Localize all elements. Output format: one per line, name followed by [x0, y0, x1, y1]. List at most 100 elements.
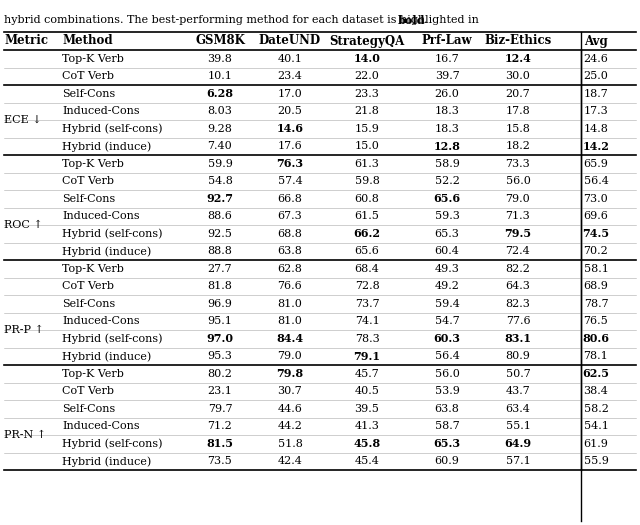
Text: 61.5: 61.5	[355, 211, 380, 221]
Text: 18.2: 18.2	[506, 141, 531, 151]
Text: 69.6: 69.6	[584, 211, 609, 221]
Text: CoT Verb: CoT Verb	[62, 386, 114, 396]
Text: CoT Verb: CoT Verb	[62, 281, 114, 291]
Text: 39.8: 39.8	[207, 54, 232, 64]
Text: 95.1: 95.1	[207, 316, 232, 326]
Text: 88.8: 88.8	[207, 246, 232, 256]
Text: 14.8: 14.8	[584, 124, 609, 134]
Text: 60.3: 60.3	[433, 333, 461, 344]
Text: 43.7: 43.7	[506, 386, 531, 396]
Text: 23.3: 23.3	[355, 89, 380, 99]
Text: 17.0: 17.0	[278, 89, 302, 99]
Text: 22.0: 22.0	[355, 71, 380, 81]
Text: Hybrid (self-cons): Hybrid (self-cons)	[62, 438, 163, 449]
Text: 18.7: 18.7	[584, 89, 609, 99]
Text: 17.6: 17.6	[278, 141, 302, 151]
Text: 52.2: 52.2	[435, 176, 460, 186]
Text: 54.1: 54.1	[584, 421, 609, 431]
Text: 40.1: 40.1	[278, 54, 303, 64]
Text: 61.9: 61.9	[584, 439, 609, 449]
Text: 73.3: 73.3	[506, 159, 531, 169]
Text: 57.1: 57.1	[506, 456, 531, 466]
Text: Top-K Verb: Top-K Verb	[62, 264, 124, 274]
Text: 92.5: 92.5	[207, 229, 232, 239]
Text: 18.3: 18.3	[435, 106, 460, 116]
Text: PR-P ↑: PR-P ↑	[4, 325, 44, 335]
Text: 15.0: 15.0	[355, 141, 380, 151]
Text: 55.9: 55.9	[584, 456, 609, 466]
Text: 68.8: 68.8	[278, 229, 303, 239]
Text: Method: Method	[62, 35, 113, 47]
Text: 76.5: 76.5	[584, 316, 609, 326]
Text: Self-Cons: Self-Cons	[62, 89, 115, 99]
Text: 21.8: 21.8	[355, 106, 380, 116]
Text: 6.28: 6.28	[207, 88, 234, 99]
Text: 73.7: 73.7	[355, 299, 380, 309]
Text: 7.40: 7.40	[207, 141, 232, 151]
Text: 81.5: 81.5	[207, 438, 234, 449]
Text: 27.7: 27.7	[208, 264, 232, 274]
Text: 54.8: 54.8	[207, 176, 232, 186]
Text: Induced-Cons: Induced-Cons	[62, 316, 140, 326]
Text: 65.3: 65.3	[435, 229, 460, 239]
Text: 63.8: 63.8	[435, 404, 460, 414]
Text: Induced-Cons: Induced-Cons	[62, 211, 140, 221]
Text: 14.2: 14.2	[582, 141, 609, 152]
Text: 24.6: 24.6	[584, 54, 609, 64]
Text: 80.2: 80.2	[207, 369, 232, 379]
Text: ECE ↓: ECE ↓	[4, 115, 42, 125]
Text: 78.3: 78.3	[355, 334, 380, 344]
Text: 49.2: 49.2	[435, 281, 460, 291]
Text: 18.3: 18.3	[435, 124, 460, 134]
Text: 66.8: 66.8	[278, 194, 303, 204]
Text: 61.3: 61.3	[355, 159, 380, 169]
Text: 71.3: 71.3	[506, 211, 531, 221]
Text: 72.8: 72.8	[355, 281, 380, 291]
Text: Hybrid (induce): Hybrid (induce)	[62, 141, 151, 152]
Text: Hybrid (induce): Hybrid (induce)	[62, 456, 151, 467]
Text: 14.6: 14.6	[276, 123, 303, 134]
Text: 59.3: 59.3	[435, 211, 460, 221]
Text: 59.9: 59.9	[207, 159, 232, 169]
Text: 81.8: 81.8	[207, 281, 232, 291]
Text: 81.0: 81.0	[278, 316, 303, 326]
Text: 63.4: 63.4	[506, 404, 531, 414]
Text: 58.9: 58.9	[435, 159, 460, 169]
Text: 83.1: 83.1	[504, 333, 531, 344]
Text: 57.4: 57.4	[278, 176, 302, 186]
Text: 50.7: 50.7	[506, 369, 531, 379]
Text: Hybrid (self-cons): Hybrid (self-cons)	[62, 228, 163, 239]
Text: 65.6: 65.6	[433, 193, 461, 204]
Text: 68.4: 68.4	[355, 264, 380, 274]
Text: 20.5: 20.5	[278, 106, 303, 116]
Text: 60.8: 60.8	[355, 194, 380, 204]
Text: 23.4: 23.4	[278, 71, 303, 81]
Text: bold: bold	[398, 15, 426, 26]
Text: 79.0: 79.0	[506, 194, 531, 204]
Text: 79.8: 79.8	[276, 368, 303, 379]
Text: 84.4: 84.4	[276, 333, 303, 344]
Text: 39.7: 39.7	[435, 71, 460, 81]
Text: 62.5: 62.5	[582, 368, 609, 379]
Text: 14.0: 14.0	[353, 53, 380, 64]
Text: 82.3: 82.3	[506, 299, 531, 309]
Text: DateUND: DateUND	[259, 35, 321, 47]
Text: Self-Cons: Self-Cons	[62, 299, 115, 309]
Text: 82.2: 82.2	[506, 264, 531, 274]
Text: 42.4: 42.4	[278, 456, 303, 466]
Text: 9.28: 9.28	[207, 124, 232, 134]
Text: 79.1: 79.1	[353, 351, 381, 362]
Text: 41.3: 41.3	[355, 421, 380, 431]
Text: hybrid combinations. The best-performing method for each dataset is highlighted : hybrid combinations. The best-performing…	[4, 15, 483, 25]
Text: 58.1: 58.1	[584, 264, 609, 274]
Text: Prf-Law: Prf-Law	[422, 35, 472, 47]
Text: 49.3: 49.3	[435, 264, 460, 274]
Text: 38.4: 38.4	[584, 386, 609, 396]
Text: 79.0: 79.0	[278, 351, 302, 361]
Text: 59.4: 59.4	[435, 299, 460, 309]
Text: 17.8: 17.8	[506, 106, 531, 116]
Text: Self-Cons: Self-Cons	[62, 194, 115, 204]
Text: Avg: Avg	[584, 35, 608, 47]
Text: 40.5: 40.5	[355, 386, 380, 396]
Text: CoT Verb: CoT Verb	[62, 176, 114, 186]
